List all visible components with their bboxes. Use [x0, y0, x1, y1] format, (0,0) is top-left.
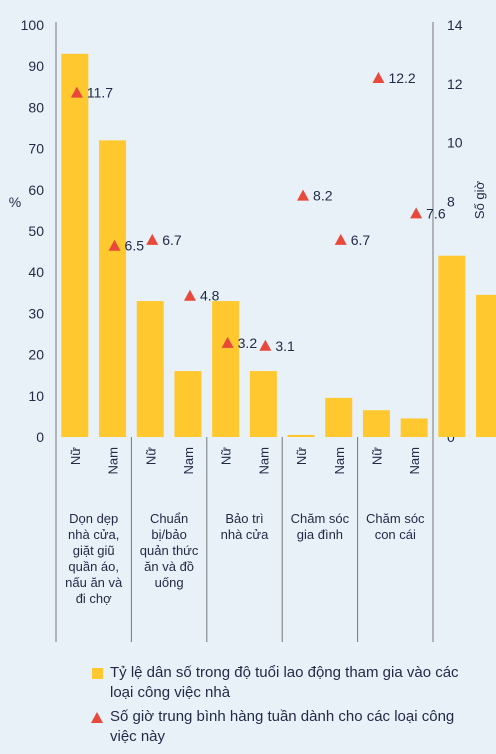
marker-triangle: [146, 233, 159, 245]
subcategory-label: Nữ: [294, 447, 309, 465]
bar: [61, 53, 89, 438]
subcategory-label: Nam: [332, 447, 347, 474]
legend-marker-swatch: [91, 712, 103, 723]
bar: [212, 301, 240, 437]
legend: Tỷ lệ dân số trong độ tuổi lao động tham…: [90, 663, 470, 751]
subcategory-label: Nữ: [143, 447, 158, 465]
left-tick-label: 100: [21, 17, 45, 33]
bar: [438, 255, 466, 437]
group-label: nhà cửa,: [68, 527, 119, 542]
legend-bar-label: Tỷ lệ dân số trong độ tuổi lao động tham…: [110, 664, 459, 701]
subcategory-label: Nữ: [219, 447, 234, 465]
group-label: con cái: [375, 527, 416, 542]
right-tick-label: 10: [447, 135, 463, 151]
left-tick-label: 0: [36, 429, 44, 445]
marker-triangle: [372, 71, 385, 83]
bar: [362, 410, 390, 437]
right-tick-label: 14: [447, 17, 463, 33]
right-tick-label: 12: [447, 76, 463, 92]
group-label: bị/bảo: [151, 527, 186, 542]
marker-triangle: [334, 233, 347, 245]
left-tick-label: 20: [28, 347, 44, 363]
left-tick-label: 90: [28, 58, 44, 74]
group-label: Chăm sóc: [366, 511, 425, 526]
left-tick-label: 10: [28, 388, 44, 404]
legend-marker-label: Số giờ trung bình hàng tuần dành cho các…: [110, 708, 455, 745]
group-label: uống: [155, 575, 184, 590]
bar: [287, 434, 315, 437]
subcategory-label: Nữ: [68, 447, 83, 465]
bar: [249, 371, 277, 437]
group-label: đi chợ: [76, 591, 112, 606]
left-tick-label: 80: [28, 99, 44, 115]
left-tick-label: 50: [28, 223, 44, 239]
marker-triangle: [108, 239, 121, 251]
group-label: nấu ăn và: [65, 575, 123, 590]
group-label: Chuẩn: [150, 511, 188, 526]
marker-triangle: [221, 336, 234, 348]
marker-value-label: 6.7: [351, 232, 371, 248]
group-label: ăn và đồ: [144, 559, 194, 574]
subcategory-label: Nam: [407, 447, 422, 474]
bar: [476, 294, 496, 437]
subcategory-label: Nam: [256, 447, 271, 474]
bar: [174, 371, 202, 437]
bar: [136, 301, 164, 437]
left-tick-label: 70: [28, 141, 44, 157]
group-label: nhà cửa: [221, 527, 270, 542]
left-axis-label: %: [9, 194, 21, 210]
marker-triangle: [297, 189, 310, 201]
marker-value-label: 4.8: [200, 288, 220, 304]
left-tick-label: 40: [28, 264, 44, 280]
subcategory-label: Nam: [106, 447, 121, 474]
group-label: Chăm sóc: [291, 511, 350, 526]
group-label: gia đình: [297, 527, 343, 542]
bar: [325, 397, 353, 437]
marker-value-label: 6.7: [162, 232, 182, 248]
right-tick-label: 8: [447, 194, 455, 210]
right-axis-label: Số giờ: [472, 180, 487, 219]
bar: [99, 140, 127, 438]
group-label: Dọn dẹp: [69, 511, 118, 526]
marker-value-label: 7.6: [426, 205, 446, 221]
legend-item-markers: Số giờ trung bình hàng tuần dành cho các…: [90, 707, 470, 747]
group-label: Bảo trì: [225, 511, 263, 526]
left-tick-label: 60: [28, 182, 44, 198]
legend-bar-swatch: [92, 668, 103, 679]
marker-value-label: 11.7: [87, 85, 113, 101]
marker-triangle: [70, 86, 83, 98]
marker-value-label: 3.1: [275, 338, 295, 354]
marker-triangle: [183, 289, 196, 301]
group-label: quần áo,: [68, 559, 119, 574]
marker-triangle: [259, 339, 272, 351]
marker-value-label: 3.2: [238, 335, 258, 351]
subcategory-label: Nữ: [369, 447, 384, 465]
group-label: giặt giũ: [73, 543, 115, 558]
left-tick-label: 30: [28, 305, 44, 321]
marker-triangle: [410, 207, 423, 219]
legend-item-bars: Tỷ lệ dân số trong độ tuổi lao động tham…: [90, 663, 470, 703]
marker-value-label: 12.2: [388, 70, 415, 86]
marker-value-label: 6.5: [125, 238, 145, 254]
subcategory-label: Nam: [181, 447, 196, 474]
group-label: quản thức: [140, 543, 199, 558]
marker-value-label: 8.2: [313, 188, 333, 204]
bar: [400, 418, 428, 437]
